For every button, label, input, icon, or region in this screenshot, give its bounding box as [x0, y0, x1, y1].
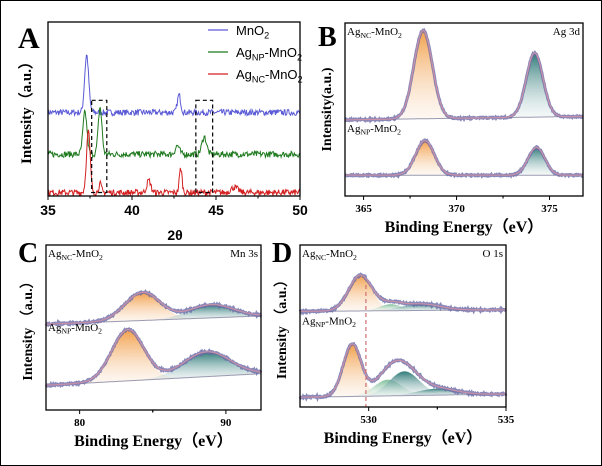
x-tick-label: 370 — [448, 203, 465, 215]
spectrum-label: AgNP-MnO2 — [302, 315, 356, 329]
fit-component-teal — [344, 371, 465, 397]
fit-component-teal — [113, 351, 261, 382]
core-level-label: O 1s — [483, 248, 503, 260]
panel-d: 530 535 AgNC-MnO2 AgNP-MnO2 O 1s D Binding Ene… — [272, 238, 515, 447]
y-axis-label: Intensity（a.u.） — [17, 54, 35, 164]
x-tick-label: 35 — [40, 202, 56, 218]
panel-letter: D — [272, 238, 292, 269]
x-tick-label: 365 — [355, 203, 372, 215]
x-tick-label: 90 — [220, 417, 232, 429]
fit-envelope — [300, 274, 506, 312]
legend-entry: AgNP-MnO2 — [236, 45, 302, 62]
x-axis-label: Binding Energy（eV） — [324, 429, 483, 447]
fit-component-teal — [501, 53, 568, 118]
fit-component-orange — [386, 30, 460, 120]
legend-entry: AgNC-MnO2 — [236, 67, 303, 84]
x-tick-label: 535 — [498, 414, 515, 426]
spectrum-label: AgNC-MnO2 — [347, 26, 402, 40]
x-axis-label: Binding Energy（eV） — [74, 432, 233, 450]
fit-component-teal — [503, 147, 570, 176]
y-axis-label: Intensity （a.u.） — [274, 273, 290, 379]
plot-frame — [45, 244, 262, 411]
core-level-label: Mn 3s — [230, 248, 258, 260]
highlight-region — [91, 99, 108, 194]
x-tick-label: 50 — [292, 202, 308, 218]
spectrum-label: AgNC-MnO2 — [302, 248, 357, 262]
y-axis-label: Intensity （a.u.） — [20, 274, 36, 380]
core-level-label: Ag 3d — [553, 26, 581, 38]
fit-component-orange — [387, 140, 462, 176]
fit-envelope — [300, 343, 506, 398]
fit-component-orange — [314, 275, 407, 312]
fit-component-green — [346, 304, 435, 312]
x-tick-label: 530 — [360, 414, 377, 426]
plot-frame — [47, 21, 301, 197]
panel-b: 365 370 375 AgNC-MnO2 AgNP-MnO2 Ag 3d B Binding… — [318, 22, 584, 236]
legend-entry: MnO2 — [236, 23, 269, 40]
x-tick-label: 45 — [208, 202, 224, 218]
spectrum-label: AgNP-MnO2 — [48, 322, 102, 336]
panel-c: 80 90 AgNC-MnO2 AgNP-MnO2 Mn 3s C Binding Ener… — [18, 238, 263, 450]
fit-envelope — [345, 139, 583, 176]
fit-envelope — [46, 291, 261, 325]
panel-letter: A — [18, 22, 40, 55]
x-tick-label: 375 — [541, 203, 558, 215]
panel-letter: C — [18, 238, 38, 269]
x-tick-label: 80 — [74, 417, 86, 429]
fit-envelope — [46, 329, 262, 386]
series-line-0 — [47, 54, 301, 117]
x-axis-label: Binding Energy（eV） — [385, 218, 544, 236]
y-axis-label: Intensity(a.u.) — [320, 67, 335, 151]
x-axis-label: 2θ — [167, 227, 182, 243]
fit-component-orange — [315, 344, 389, 398]
spectrum-label: AgNP-MnO2 — [347, 123, 401, 137]
spectrum-label: AgNC-MnO2 — [48, 248, 103, 262]
fit-envelope — [345, 29, 583, 121]
panel-letter: B — [318, 22, 337, 53]
plot-frame — [299, 244, 507, 408]
fit-component-orange — [63, 329, 193, 385]
x-tick-label: 40 — [124, 202, 140, 218]
highlight-region — [195, 99, 214, 194]
panel-a: 35 40 45 50 MnO2 AgNP-MnO2 AgNC-MnO2 A 2θ Intensi… — [17, 21, 308, 243]
plot-frame — [344, 22, 584, 197]
series-line-2 — [47, 129, 301, 198]
